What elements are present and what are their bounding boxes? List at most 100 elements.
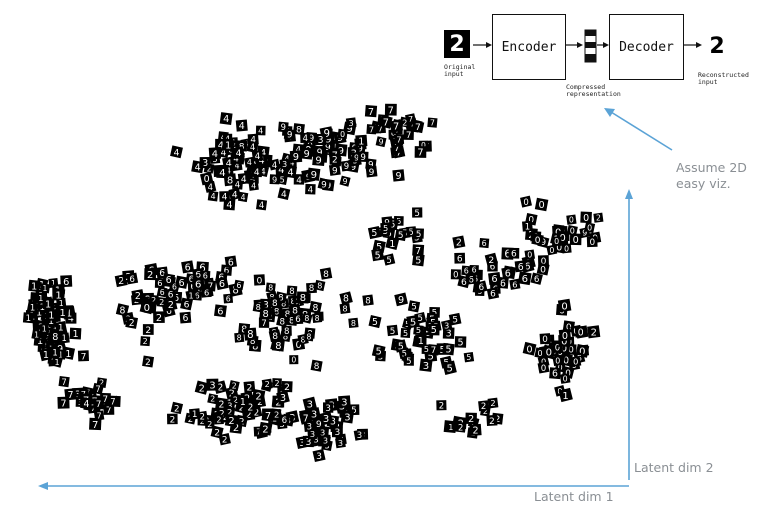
svg-text:0: 0 [570, 227, 575, 236]
latent-digit-sample: 8 [306, 282, 317, 294]
latent-digit-sample: 4 [170, 145, 183, 158]
latent-digit-sample: 6 [488, 272, 501, 285]
svg-text:1: 1 [58, 351, 63, 360]
latent-digit-sample: 5 [463, 351, 475, 363]
svg-text:4: 4 [278, 165, 284, 176]
svg-text:2: 2 [210, 395, 215, 404]
latent-digit-sample: 4 [237, 172, 250, 185]
svg-text:6: 6 [184, 300, 190, 311]
svg-text:0: 0 [561, 301, 567, 312]
svg-text:3: 3 [282, 160, 287, 169]
latent-digit-sample: 9 [392, 169, 405, 182]
latent-digit-sample: 3 [345, 117, 357, 129]
latent-digit-sample: 2 [258, 421, 273, 436]
svg-text:7: 7 [430, 119, 435, 128]
svg-text:2: 2 [265, 379, 270, 389]
latent-digit-sample: 2 [142, 355, 155, 368]
latent-digit-sample: 6 [156, 286, 168, 298]
svg-text:9: 9 [350, 162, 356, 173]
svg-text:0: 0 [589, 238, 595, 248]
svg-text:9: 9 [344, 162, 349, 172]
latent-digit-sample: 4 [300, 132, 311, 144]
svg-text:7: 7 [102, 395, 108, 405]
svg-text:5: 5 [445, 345, 451, 356]
svg-text:1: 1 [65, 349, 71, 360]
original-input-label: Original input [444, 63, 476, 78]
svg-text:0: 0 [144, 303, 150, 314]
latent-digit-sample: 1 [446, 422, 456, 432]
svg-text:8: 8 [256, 302, 261, 312]
svg-text:7: 7 [369, 124, 374, 134]
svg-text:8: 8 [343, 294, 349, 305]
latent-digit-sample: 7 [384, 103, 397, 116]
latent-digit-sample: 1 [236, 395, 250, 408]
svg-text:4: 4 [260, 148, 266, 159]
latent-digit-sample: 4 [277, 187, 291, 200]
latent-digit-sample: 3 [303, 420, 315, 433]
latent-digit-sample: 5 [407, 300, 421, 313]
svg-text:4: 4 [223, 114, 229, 125]
latent-digit-sample: 5 [413, 324, 424, 336]
svg-text:5: 5 [416, 230, 422, 240]
latent-digit-sample: 6 [60, 275, 73, 288]
svg-text:1: 1 [30, 303, 35, 313]
svg-text:4: 4 [174, 147, 180, 158]
svg-text:0: 0 [538, 200, 544, 211]
latent-digit-sample: 2 [272, 378, 282, 388]
svg-text:9: 9 [325, 135, 331, 146]
latent-digit-sample: 6 [454, 252, 466, 265]
svg-text:3: 3 [75, 389, 81, 400]
svg-text:2: 2 [488, 255, 494, 266]
latent-digit-sample: 8 [339, 303, 351, 314]
svg-text:2: 2 [129, 318, 135, 329]
svg-text:9: 9 [398, 295, 404, 306]
svg-text:1: 1 [34, 330, 39, 339]
svg-text:7: 7 [106, 406, 112, 416]
svg-text:0: 0 [256, 275, 262, 286]
original-input-digit: 2 [449, 31, 465, 57]
latent-digit-sample: 8 [271, 338, 285, 352]
latent-digit-sample: 4 [237, 191, 249, 203]
svg-text:1: 1 [26, 314, 31, 324]
svg-text:0: 0 [540, 265, 546, 276]
latent-digit-sample: 0 [450, 269, 461, 280]
latent-digit-sample: 6 [469, 264, 479, 275]
latent-digit-sample: 9 [394, 292, 408, 307]
latent-digit-sample: 4 [284, 165, 297, 179]
latent-digit-sample: 6 [530, 272, 543, 285]
svg-text:3: 3 [323, 437, 328, 446]
latent-digit-sample: 4 [219, 112, 233, 125]
svg-text:8: 8 [323, 270, 329, 280]
svg-text:1: 1 [31, 281, 37, 292]
svg-text:8: 8 [227, 176, 233, 187]
svg-text:8: 8 [237, 334, 242, 343]
latent-digit-sample: 9 [328, 164, 341, 176]
svg-text:8: 8 [247, 330, 253, 341]
latent-digit-sample: 9 [375, 136, 387, 148]
svg-text:1: 1 [42, 324, 47, 333]
latent-digit-sample: 3 [338, 395, 351, 409]
svg-text:9: 9 [304, 149, 310, 160]
svg-text:9: 9 [311, 170, 317, 181]
latent-digit-sample: 8 [276, 314, 289, 327]
svg-text:2: 2 [217, 383, 223, 394]
latent-digit-sample: 2 [486, 414, 498, 427]
latent-digit-sample: 0 [569, 233, 582, 246]
svg-text:1: 1 [192, 410, 198, 420]
svg-text:4: 4 [296, 176, 302, 186]
svg-text:7: 7 [408, 115, 413, 124]
svg-text:7: 7 [96, 400, 102, 410]
latent-digit-sample: 0 [552, 355, 564, 367]
latent-digit-sample: 2 [170, 401, 184, 414]
svg-text:2: 2 [170, 415, 176, 425]
svg-text:4: 4 [281, 190, 287, 200]
latent-digit-sample: 3 [320, 435, 331, 446]
svg-text:6: 6 [478, 283, 484, 293]
latent-digit-sample: 0 [536, 262, 550, 276]
latent-digit-sample: 6 [457, 275, 471, 289]
annotation-note: Assume 2D easy viz. [676, 160, 747, 191]
svg-text:7: 7 [67, 390, 73, 401]
svg-text:1: 1 [43, 284, 48, 293]
latent-digit-sample: 5 [412, 253, 425, 267]
latent-digit-sample: 2 [144, 268, 157, 281]
